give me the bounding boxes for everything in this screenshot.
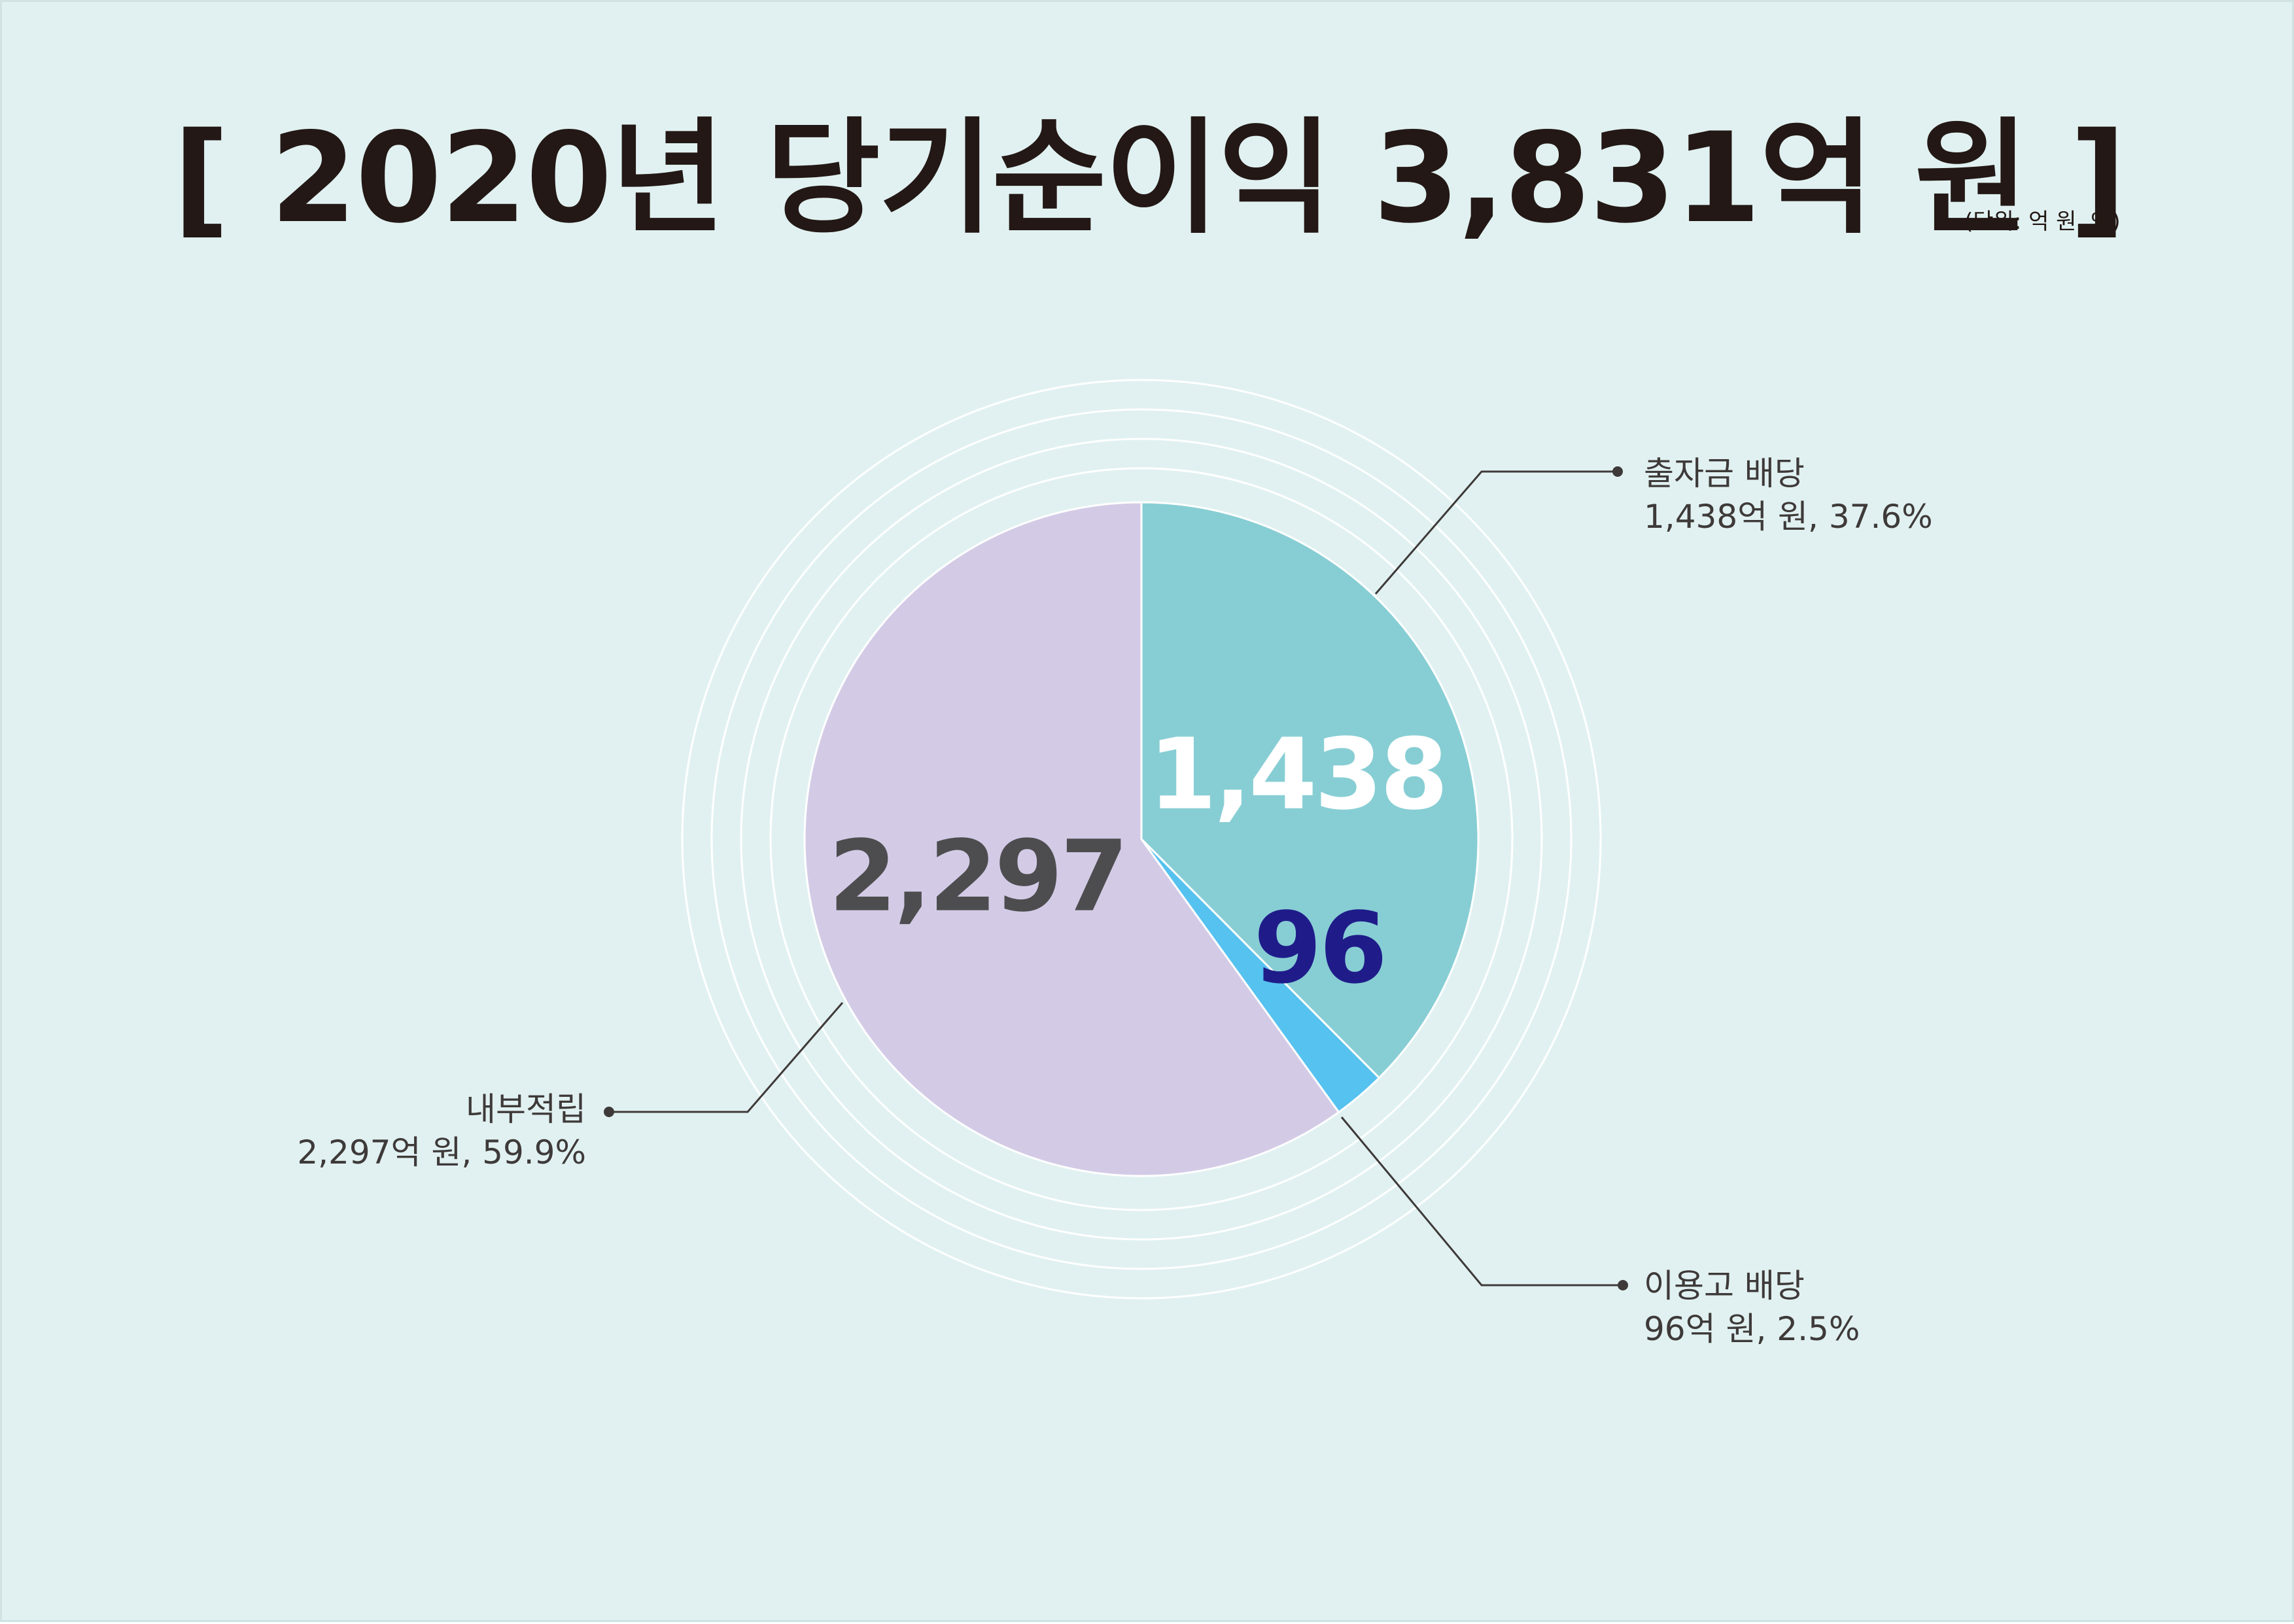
chart-title: [ 2020년 당기순이익 3,831억 원 ]	[173, 106, 2127, 251]
pie-slices	[803, 501, 1480, 1177]
leader-line	[1374, 470, 1618, 595]
slice-value-label: 2,297	[829, 820, 1126, 934]
pie-slice	[1140, 501, 1480, 1080]
leader-dot	[604, 1107, 614, 1117]
callout-category: 내부적립	[466, 1090, 586, 1128]
callout-category: 이용고 배당	[1644, 1267, 1805, 1305]
callout-value: 2,297억 원, 59.9%	[297, 1133, 586, 1171]
slice-value-labels: 1,438 96 2,297	[829, 718, 1448, 1006]
leader-dot	[1618, 1280, 1628, 1290]
callout-value: 96억 원, 2.5%	[1644, 1310, 1860, 1348]
callout-internal-reserve: 내부적립 2,297억 원, 59.9%	[297, 1088, 586, 1174]
decorative-rings	[681, 379, 1602, 1300]
callout-category: 출자금 배당	[1644, 455, 1805, 492]
pie-slice	[803, 501, 1340, 1177]
decorative-ring	[710, 408, 1573, 1270]
decorative-ring	[681, 379, 1602, 1300]
leader-dot	[1612, 466, 1623, 477]
leader-line	[1340, 1116, 1623, 1287]
decorative-ring	[740, 438, 1543, 1241]
callout-investment-dividend: 출자금 배당 1,438억 원, 37.6%	[1644, 452, 1933, 538]
leader-lines	[604, 466, 1628, 1290]
unit-note: (단위: 억 원, %)	[1964, 209, 2121, 235]
leader-line	[609, 1002, 844, 1113]
callout-patronage-dividend: 이용고 배당 96억 원, 2.5%	[1644, 1264, 1860, 1351]
callout-value: 1,438억 원, 37.6%	[1644, 498, 1933, 536]
decorative-ring	[769, 467, 1514, 1211]
slice-value-label: 1,438	[1149, 718, 1446, 832]
slice-value-label: 96	[1253, 891, 1385, 1005]
